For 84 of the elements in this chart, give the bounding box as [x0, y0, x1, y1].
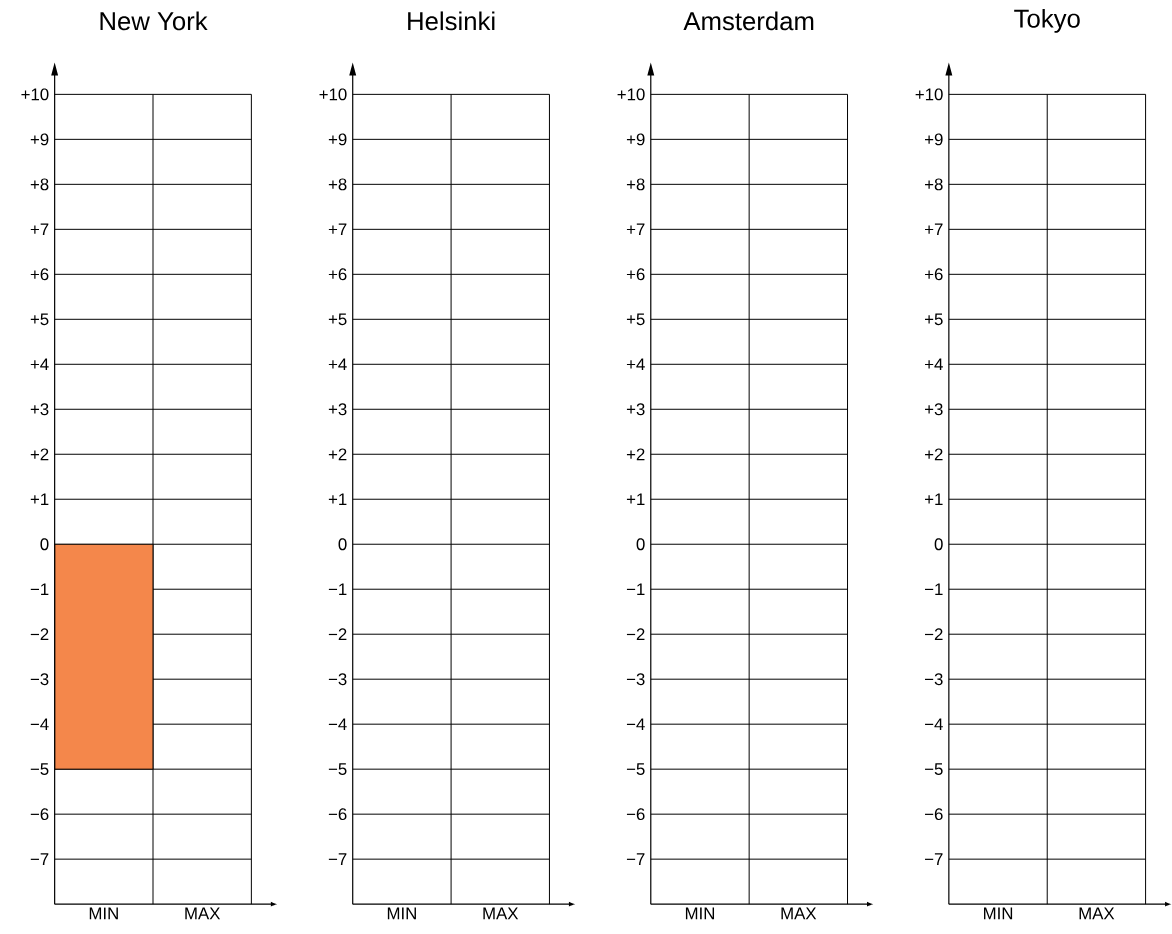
x-tick-label: MAX	[483, 907, 519, 920]
y-tick-label: −1	[328, 583, 347, 596]
y-tick-label: −2	[328, 628, 347, 641]
y-tick-label: +6	[925, 268, 943, 281]
y-tick-label: +4	[328, 358, 347, 371]
y-tick-label: +8	[328, 178, 347, 191]
y-tick-label: −6	[30, 808, 49, 821]
y-tick-label: +10	[915, 88, 943, 101]
x-tick-label: MIN	[89, 907, 118, 920]
y-tick-label: +2	[925, 448, 943, 461]
y-tick-label: −5	[328, 763, 347, 776]
y-tick-label: +3	[925, 403, 943, 416]
y-tick-label: +9	[626, 133, 645, 146]
y-tick-label: +10	[617, 88, 645, 101]
y-tick-label: +3	[30, 403, 49, 416]
y-tick-label: 0	[934, 538, 943, 551]
x-tick-label: MAX	[185, 907, 221, 920]
y-tick-label: +9	[30, 133, 49, 146]
y-tick-label: +7	[30, 223, 49, 236]
y-tick-label: −2	[30, 628, 49, 641]
y-tick-label: −3	[328, 673, 347, 686]
y-tick-label: −7	[626, 853, 645, 865]
y-tick-label: +5	[626, 313, 645, 326]
y-tick-label: −1	[626, 583, 645, 596]
chart-title: Amsterdam	[683, 11, 814, 31]
y-tick-label: +3	[626, 403, 645, 416]
y-tick-label: +8	[30, 178, 49, 191]
y-tick-label: −4	[626, 718, 645, 730]
y-tick-label: +5	[328, 313, 347, 326]
y-tick-label: −7	[328, 853, 347, 865]
y-tick-label: +1	[30, 493, 49, 506]
y-tick-label: −1	[30, 583, 49, 596]
x-tick-label: MIN	[984, 907, 1013, 920]
chart-title: New York	[100, 11, 208, 31]
y-tick-label: +7	[328, 223, 347, 236]
y-tick-label: −4	[328, 718, 347, 730]
y-tick-label: +10	[319, 88, 347, 101]
y-tick-label: 0	[40, 538, 49, 551]
x-tick-label: MAX	[781, 907, 817, 920]
y-tick-label: +1	[925, 493, 943, 506]
y-tick-label: −4	[925, 718, 943, 730]
y-tick-label: 0	[636, 538, 645, 551]
y-tick-label: +1	[626, 493, 645, 506]
y-tick-label: −2	[626, 628, 645, 641]
y-tick-label: −3	[925, 673, 943, 686]
y-tick-label: −2	[925, 628, 943, 641]
y-tick-label: −6	[925, 808, 943, 821]
y-tick-label: +4	[30, 358, 49, 371]
chart-title: Helsinki	[408, 11, 495, 31]
y-tick-label: −6	[626, 808, 645, 821]
y-tick-label: +8	[925, 178, 943, 191]
y-tick-label: +2	[626, 448, 645, 461]
y-tick-label: −5	[30, 763, 49, 776]
y-tick-label: +2	[328, 448, 347, 461]
y-tick-label: +6	[30, 268, 49, 281]
y-tick-label: +2	[30, 448, 49, 461]
chart-title: Tokyo	[1014, 8, 1080, 33]
y-tick-label: +7	[626, 223, 645, 236]
y-tick-label: −5	[626, 763, 645, 776]
y-tick-label: +3	[328, 403, 347, 416]
y-tick-label: +4	[925, 358, 943, 371]
y-tick-label: +6	[626, 268, 645, 281]
y-tick-label: −7	[925, 853, 943, 865]
y-tick-label: +9	[925, 133, 943, 146]
y-tick-label: +8	[626, 178, 645, 191]
y-tick-label: −6	[328, 808, 347, 821]
y-tick-label: −4	[30, 718, 49, 730]
x-tick-label: MAX	[1079, 907, 1115, 920]
x-tick-label: MIN	[387, 907, 416, 920]
y-tick-label: −7	[30, 853, 49, 865]
y-tick-label: −3	[30, 673, 49, 686]
y-tick-label: +10	[21, 88, 49, 101]
y-tick-label: +1	[328, 493, 347, 506]
y-tick-label: +9	[328, 133, 347, 146]
y-tick-label: −3	[626, 673, 645, 686]
y-tick-label: +4	[626, 358, 645, 371]
y-tick-label: −1	[925, 583, 943, 596]
y-tick-label: +6	[328, 268, 347, 281]
y-tick-label: +5	[925, 313, 943, 326]
y-tick-label: 0	[338, 538, 347, 551]
x-tick-label: MIN	[685, 907, 715, 920]
y-tick-label: +5	[30, 313, 49, 326]
y-tick-label: +7	[925, 223, 943, 236]
y-tick-label: −5	[925, 763, 943, 776]
